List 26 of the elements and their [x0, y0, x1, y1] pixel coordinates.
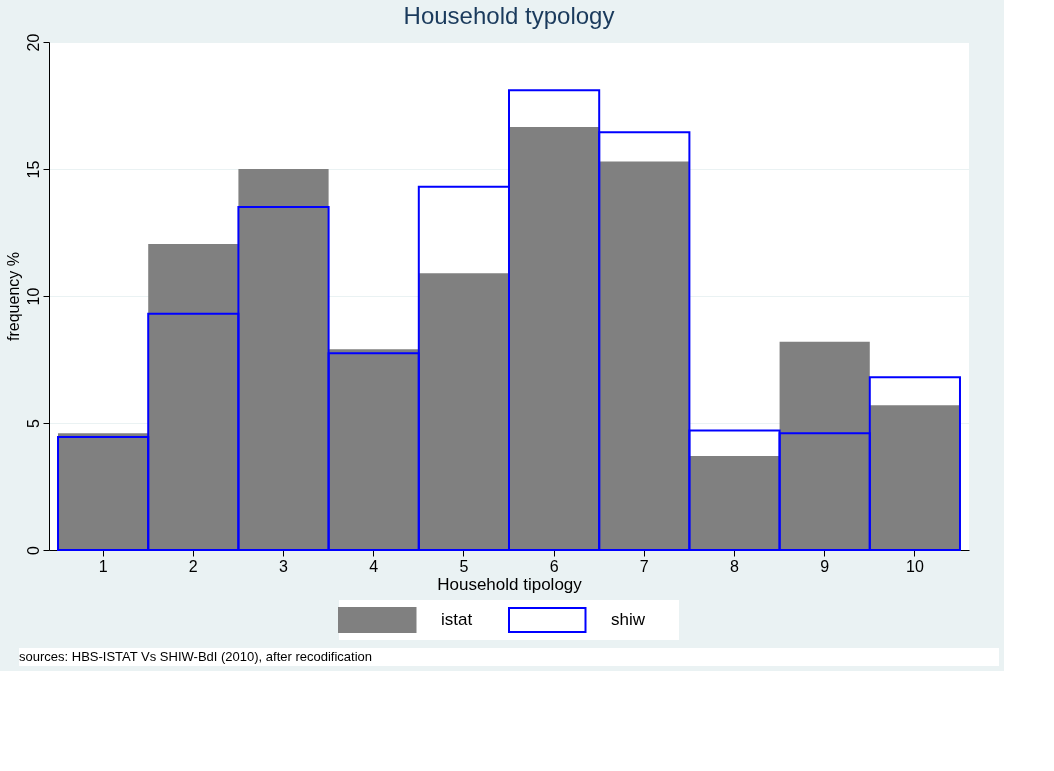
- y-tick-label: 15: [24, 160, 42, 179]
- y-tick-label: 5: [24, 418, 42, 428]
- x-axis-title: Household tipology: [437, 574, 583, 594]
- x-tick-label: 8: [730, 557, 740, 575]
- bar: [418, 273, 509, 550]
- legend-label: istat: [441, 610, 473, 629]
- chart-title: Household typology: [403, 2, 615, 30]
- y-tick-label: 20: [24, 33, 42, 52]
- x-tick-label: 6: [549, 557, 559, 575]
- x-tick-label: 7: [639, 557, 649, 575]
- y-axis-title: frequency %: [4, 252, 22, 341]
- x-tick-label: 4: [369, 557, 379, 575]
- x-tick-label: 2: [188, 557, 198, 575]
- x-tick-label: 9: [820, 557, 830, 575]
- y-tick-label: 10: [24, 287, 42, 306]
- bar: [779, 341, 870, 550]
- x-tick-label: 3: [279, 557, 289, 575]
- legend-label: shiw: [611, 610, 646, 629]
- x-tick-label: 5: [459, 557, 469, 575]
- x-tick-label: 10: [905, 557, 924, 575]
- source-note: sources: HBS-ISTAT Vs SHIW-BdI (2010), after recodification: [19, 649, 373, 664]
- x-tick-label: 1: [98, 557, 108, 575]
- bar: [689, 456, 780, 550]
- bar: [148, 243, 239, 550]
- y-tick-label: 0: [24, 545, 42, 555]
- bar: [869, 405, 960, 550]
